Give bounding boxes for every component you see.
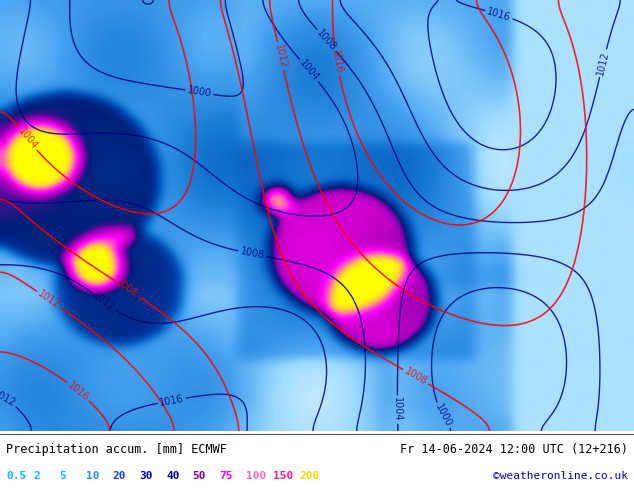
- Text: Fr 14-06-2024 12:00 UTC (12+216): Fr 14-06-2024 12:00 UTC (12+216): [399, 443, 628, 456]
- Text: 40: 40: [166, 471, 179, 481]
- Text: 150: 150: [273, 471, 293, 481]
- Text: 1000: 1000: [433, 402, 453, 429]
- Text: 1012: 1012: [91, 291, 117, 313]
- Text: 75: 75: [219, 471, 233, 481]
- Text: 1012: 1012: [0, 388, 17, 409]
- Text: 10: 10: [86, 471, 100, 481]
- Text: 1016: 1016: [486, 6, 512, 23]
- Text: 5: 5: [60, 471, 67, 481]
- Text: 1008: 1008: [314, 28, 339, 53]
- Text: 1016: 1016: [158, 393, 184, 408]
- Text: 1004: 1004: [16, 126, 39, 152]
- Text: 1016: 1016: [330, 49, 344, 74]
- Text: 100: 100: [246, 471, 266, 481]
- Text: 200: 200: [299, 471, 320, 481]
- Text: 1008: 1008: [114, 278, 140, 299]
- Text: 1012: 1012: [36, 289, 62, 311]
- Text: 20: 20: [113, 471, 126, 481]
- Text: 1016: 1016: [66, 380, 91, 403]
- Text: 30: 30: [139, 471, 153, 481]
- Text: 1004: 1004: [297, 58, 321, 83]
- Text: 2: 2: [33, 471, 40, 481]
- Text: 0.5: 0.5: [6, 471, 27, 481]
- Text: 1008: 1008: [239, 246, 265, 261]
- Text: ©weatheronline.co.uk: ©weatheronline.co.uk: [493, 471, 628, 481]
- Text: 1000: 1000: [186, 85, 212, 99]
- Text: 1008: 1008: [403, 367, 429, 387]
- Text: 1012: 1012: [273, 43, 288, 69]
- Text: 50: 50: [193, 471, 206, 481]
- Text: 1004: 1004: [392, 397, 403, 422]
- Text: 1012: 1012: [595, 50, 611, 76]
- Text: Precipitation accum. [mm] ECMWF: Precipitation accum. [mm] ECMWF: [6, 443, 227, 456]
